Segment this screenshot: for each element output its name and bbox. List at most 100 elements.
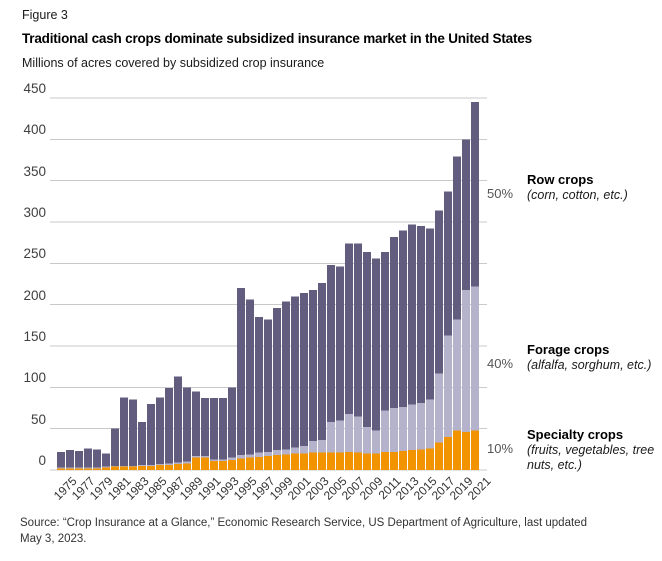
- bar-segment: [57, 468, 66, 470]
- bar-segment: [219, 398, 228, 460]
- legend-specialty-crops-pct: 10%: [487, 441, 514, 456]
- bar-segment: [138, 465, 147, 466]
- bar-segment: [201, 457, 210, 470]
- bar-segment: [273, 450, 282, 456]
- bar-segment: [327, 452, 336, 470]
- bar-segment: [336, 452, 345, 470]
- bar-segment: [93, 467, 102, 469]
- bar-segment: [219, 460, 228, 470]
- bar-segment: [174, 376, 183, 463]
- bar-segment: [228, 387, 237, 458]
- bar-segment: [345, 413, 354, 452]
- y-tick-label: 100: [23, 370, 46, 386]
- bar-segment: [102, 466, 111, 468]
- y-tick-label: 400: [23, 122, 46, 138]
- bar-segment: [444, 335, 453, 437]
- bar-segment: [363, 427, 372, 454]
- bar-segment: [444, 436, 453, 470]
- bar-segment: [84, 468, 93, 470]
- y-tick-label: 50: [30, 411, 46, 427]
- bar-segment: [165, 465, 174, 470]
- bar-segment: [291, 296, 300, 448]
- y-tick-label: 200: [23, 287, 46, 303]
- bar-segment: [408, 450, 417, 470]
- bar-segment: [390, 408, 399, 452]
- bar-segment: [75, 468, 84, 470]
- bar-segment: [300, 446, 309, 454]
- bar-segment: [372, 453, 381, 470]
- legend-row-crops-desc: (corn, cotton, etc.): [527, 187, 628, 202]
- bar-segment: [66, 468, 75, 470]
- bar-segment: [354, 243, 363, 417]
- bar-segment: [291, 453, 300, 470]
- bar-segment: [174, 462, 183, 465]
- bar-segment: [381, 410, 390, 452]
- y-tick-label: 300: [23, 205, 46, 221]
- bar-segment: [381, 451, 390, 470]
- bar-segment: [354, 416, 363, 453]
- bar-segment: [426, 448, 435, 470]
- bar-segment: [75, 450, 84, 468]
- bar-segment: [435, 442, 444, 470]
- bar-segment: [210, 398, 219, 460]
- bar-segment: [246, 457, 255, 470]
- y-tick-label: 250: [23, 246, 46, 262]
- bar-segment: [273, 455, 282, 470]
- bar-segment: [210, 459, 219, 461]
- bar-segment: [165, 388, 174, 464]
- chart-title: Traditional cash crops dominate subsidiz…: [22, 31, 532, 46]
- bar-segment: [417, 449, 426, 470]
- bar-segment: [264, 451, 273, 456]
- bar-segment: [138, 422, 147, 466]
- legend-forage-crops-name: Forage crops: [527, 342, 610, 357]
- bar-segment: [390, 236, 399, 409]
- legend-specialty-crops-name: Specialty crops: [527, 427, 624, 442]
- legend-forage-crops-desc: (alfalfa, sorghum, etc.): [527, 357, 652, 372]
- bar-segment: [462, 139, 471, 290]
- bar-segment: [120, 465, 129, 467]
- bar-segment: [66, 450, 75, 468]
- bar-segment: [102, 453, 111, 467]
- bar-segment: [435, 373, 444, 443]
- bar-segment: [264, 319, 273, 452]
- bar-segment: [471, 430, 480, 470]
- bar-segment: [300, 293, 309, 447]
- bar-segment: [111, 465, 120, 467]
- bar-segment: [219, 459, 228, 461]
- bar-segment: [228, 457, 237, 461]
- bar-segment: [318, 452, 327, 470]
- bar-segment: [255, 452, 264, 457]
- bar-segment: [327, 265, 336, 423]
- bar-segment: [327, 422, 336, 453]
- bar-segment: [192, 455, 201, 458]
- bar-segment: [120, 466, 129, 470]
- bar-segment: [363, 453, 372, 470]
- bar-segment: [183, 463, 192, 470]
- bar-segment: [453, 319, 462, 431]
- y-tick-label: 450: [23, 81, 46, 97]
- bar-segment: [399, 407, 408, 451]
- bar-segment: [183, 461, 192, 464]
- bar-segment: [237, 458, 246, 470]
- source-note-line2: May 3, 2023.: [20, 533, 87, 545]
- bar-segment: [390, 451, 399, 470]
- bar-segment: [336, 266, 345, 421]
- bar-segment: [156, 397, 165, 465]
- bar-segment: [471, 286, 480, 431]
- bar-segment: [237, 455, 246, 459]
- bar-segment: [174, 464, 183, 470]
- bar-segment: [291, 447, 300, 454]
- bar-segment: [426, 228, 435, 400]
- bar-segment: [354, 452, 363, 470]
- bar-segment: [156, 464, 165, 466]
- bar-segment: [93, 468, 102, 470]
- bar-segment: [471, 102, 480, 287]
- bar-segment: [84, 467, 93, 469]
- bar-segment: [381, 251, 390, 411]
- bar-segment: [462, 431, 471, 470]
- bar-segment: [66, 467, 75, 469]
- bar-segment: [408, 404, 417, 451]
- bar-segment: [318, 440, 327, 453]
- bar-segment: [273, 307, 282, 451]
